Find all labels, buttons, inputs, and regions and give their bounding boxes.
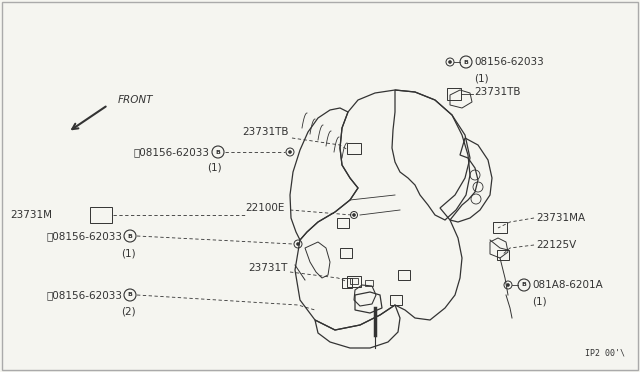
Text: B: B [463,60,468,64]
Circle shape [296,243,300,246]
Text: 23731TB: 23731TB [242,127,289,137]
Text: 23731T: 23731T [248,263,287,273]
Text: 08156-62033: 08156-62033 [474,57,544,67]
Bar [347,276,361,287]
Text: (1): (1) [474,73,488,83]
Text: B: B [522,282,527,288]
Bar [398,270,410,280]
Text: Ⓑ08156-62033: Ⓑ08156-62033 [134,147,210,157]
Circle shape [449,61,451,64]
Bar [365,280,373,286]
Text: Ⓑ08156-62033: Ⓑ08156-62033 [46,290,122,300]
Text: 23731M: 23731M [10,210,52,220]
Text: (1): (1) [532,296,547,306]
Bar [340,248,352,258]
Circle shape [289,151,291,154]
Text: B: B [127,292,132,298]
Text: (2): (2) [122,306,136,316]
Circle shape [353,214,355,217]
Bar [493,222,507,233]
Text: 23731TB: 23731TB [474,87,520,97]
Text: (1): (1) [207,162,222,172]
Bar [497,250,509,260]
Text: 23731MA: 23731MA [536,213,585,223]
Bar [390,295,402,305]
Bar [347,143,361,154]
Bar [447,88,461,100]
Bar [90,207,112,223]
Text: B: B [127,234,132,238]
Text: Ⓑ08156-62033: Ⓑ08156-62033 [46,231,122,241]
Text: B: B [216,150,220,154]
Text: 081A8-6201A: 081A8-6201A [532,280,603,290]
Circle shape [506,283,509,286]
Bar [337,218,349,228]
Text: 22100E: 22100E [245,203,284,213]
Text: IP2 00'\: IP2 00'\ [585,349,625,358]
Text: FRONT: FRONT [118,95,154,105]
Text: (1): (1) [122,248,136,258]
Bar [342,278,352,288]
Text: 22125V: 22125V [536,240,576,250]
Bar [350,278,358,284]
